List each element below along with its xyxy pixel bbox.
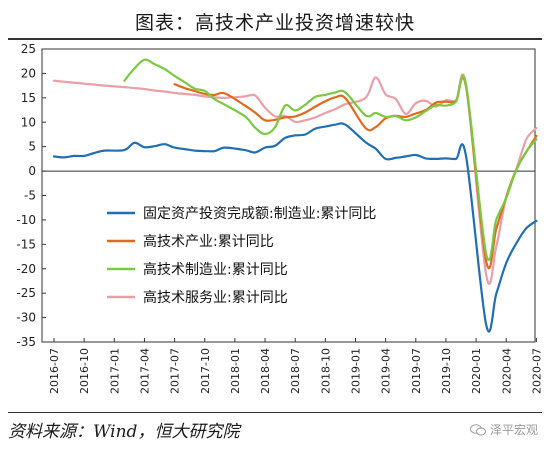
title-divider [8,38,542,40]
y-tick-label: -10 [16,213,36,227]
x-tick-label: 2017-10 [199,348,212,394]
y-tick-label: 0 [28,164,36,178]
x-tick-label: 2020-04 [500,348,513,394]
y-tick-label: 15 [21,91,36,105]
x-tick-label: 2019-07 [410,348,423,394]
y-tick-label: -20 [16,262,36,276]
x-tick-label: 2017-07 [169,348,182,394]
y-tick-label: -25 [16,286,36,300]
x-tick-label: 2019-01 [350,348,363,394]
wechat-icon [469,424,486,436]
x-tick-label: 2016-07 [48,348,61,394]
series-lines [52,58,538,333]
legend: 固定资产投资完成额:制造业:累计同比高技术产业:累计同比高技术制造业:累计同比高… [107,206,376,306]
legend-label-0: 固定资产投资完成额:制造业:累计同比 [143,206,376,222]
y-tick-label: -30 [16,311,36,325]
legend-label-2: 高技术制造业:累计同比 [143,261,288,278]
y-tick-label: -35 [16,335,36,349]
chart-title: 图表：高技术产业投资增速较快 [134,12,415,34]
x-tick-label: 2018-10 [319,348,332,394]
watermark-text: 泽平宏观 [489,423,538,437]
x-tick-label: 2020-07 [530,348,543,394]
x-tick-label: 2018-01 [229,348,242,394]
y-tick-label: 10 [21,115,36,129]
x-tick-label: 2016-10 [78,348,91,394]
series-line-3 [52,73,538,285]
y-tick-label: 5 [28,140,36,154]
y-tick-label: -5 [24,189,36,203]
watermark: 泽平宏观 [469,421,538,438]
x-tick-label: 2017-01 [108,348,121,394]
legend-label-1: 高技术产业:累计同比 [143,233,274,250]
x-tick-label: 2017-04 [138,348,151,394]
y-tick-label: -15 [16,237,36,251]
x-tick-label: 2019-10 [440,348,453,394]
x-tick-label: 2018-04 [259,348,272,394]
series-line-2 [123,58,538,262]
legend-label-3: 高技术服务业:累计同比 [143,289,288,306]
axes: 25 20 15 10 5 0 -5 -10 -15 -20 -25 -30 -35 2016-07 201… [16,42,543,394]
y-tick-label: 20 [21,66,36,80]
source-divider [8,412,542,413]
x-tick-label: 2018-07 [289,348,302,394]
x-tick-label: 2019-04 [380,348,393,394]
x-tick-label: 2020-01 [470,348,483,394]
source-note: 资料来源：Wind，恒大研究院 [8,422,240,442]
y-tick-label: 25 [21,42,36,56]
series-line-0 [52,122,538,333]
